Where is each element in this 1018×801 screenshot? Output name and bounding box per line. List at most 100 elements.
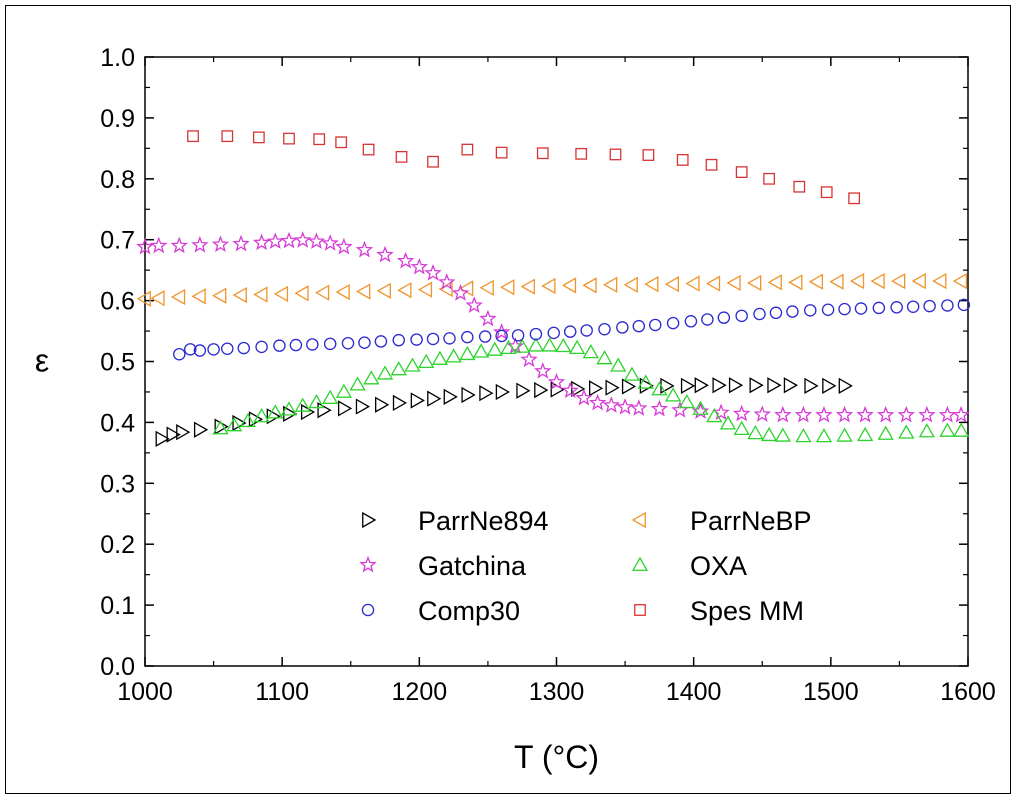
data-point bbox=[255, 235, 269, 248]
data-point bbox=[796, 429, 810, 441]
legend-marker bbox=[633, 513, 645, 527]
data-point bbox=[543, 279, 555, 293]
data-point bbox=[460, 281, 472, 295]
data-point bbox=[426, 266, 440, 279]
x-tick-label: 1500 bbox=[803, 678, 859, 706]
data-point bbox=[718, 312, 729, 323]
data-point bbox=[556, 339, 570, 351]
data-point bbox=[610, 149, 621, 160]
data-point bbox=[363, 144, 374, 155]
data-point bbox=[462, 388, 474, 402]
data-point bbox=[536, 364, 550, 377]
data-point bbox=[447, 350, 461, 362]
data-point bbox=[357, 284, 369, 298]
data-point bbox=[254, 132, 265, 143]
data-point bbox=[769, 275, 781, 289]
data-point bbox=[581, 325, 592, 336]
x-tick-label: 1000 bbox=[117, 678, 173, 706]
data-point bbox=[873, 302, 884, 313]
data-point bbox=[750, 378, 762, 392]
data-point bbox=[152, 291, 164, 305]
data-point bbox=[323, 236, 337, 249]
legend-entry: Spes MM bbox=[635, 596, 804, 626]
data-point bbox=[290, 339, 301, 350]
data-point bbox=[138, 292, 150, 306]
data-point bbox=[234, 288, 246, 302]
data-point bbox=[188, 131, 199, 142]
y-tick-label: 0.4 bbox=[100, 409, 135, 437]
data-point bbox=[584, 345, 598, 357]
data-point bbox=[838, 429, 852, 441]
data-point bbox=[680, 395, 694, 407]
data-point bbox=[770, 307, 781, 318]
data-point bbox=[565, 326, 576, 337]
data-point bbox=[858, 408, 872, 421]
data-point bbox=[296, 233, 310, 246]
data-point bbox=[790, 275, 802, 289]
data-point bbox=[768, 378, 780, 392]
legend-marker bbox=[633, 558, 647, 570]
data-point bbox=[222, 131, 233, 142]
legend-marker bbox=[635, 605, 646, 616]
data-point bbox=[195, 423, 207, 437]
x-tick-label: 1100 bbox=[255, 678, 309, 706]
data-point bbox=[314, 134, 325, 145]
data-point bbox=[787, 306, 798, 317]
legend: ParrNe894 ParrNeBP Gatchina OXA Comp30 Spes M… bbox=[361, 506, 812, 626]
legend-label: Comp30 bbox=[418, 596, 520, 626]
data-point bbox=[755, 407, 769, 420]
data-point bbox=[611, 359, 625, 371]
data-point bbox=[590, 381, 602, 395]
data-point bbox=[467, 298, 481, 311]
data-point bbox=[735, 407, 749, 420]
data-point bbox=[378, 248, 392, 261]
data-point bbox=[356, 400, 368, 414]
data-point bbox=[576, 149, 587, 160]
data-point bbox=[577, 391, 591, 404]
y-tick-label: 0.5 bbox=[100, 349, 135, 377]
plot-area bbox=[145, 57, 968, 666]
data-point bbox=[496, 385, 508, 399]
data-point bbox=[213, 289, 225, 303]
data-point bbox=[913, 274, 925, 288]
data-point bbox=[342, 338, 353, 349]
data-point bbox=[208, 344, 219, 355]
data-point bbox=[428, 156, 439, 167]
data-point bbox=[685, 316, 696, 327]
data-point bbox=[942, 300, 953, 311]
data-markers bbox=[138, 131, 969, 446]
data-point bbox=[728, 276, 740, 290]
data-point bbox=[924, 300, 935, 311]
y-tick-label: 0.7 bbox=[100, 227, 135, 255]
data-point bbox=[412, 260, 426, 273]
data-point bbox=[337, 240, 351, 253]
data-point bbox=[316, 286, 328, 300]
data-point bbox=[427, 333, 438, 344]
series-spes-mm bbox=[188, 131, 860, 204]
legend-entry: ParrNe894 bbox=[363, 506, 549, 536]
data-point bbox=[805, 379, 817, 393]
data-point bbox=[591, 396, 605, 409]
data-point bbox=[563, 278, 575, 292]
data-point bbox=[652, 383, 666, 395]
data-point bbox=[318, 403, 330, 417]
data-point bbox=[879, 408, 893, 421]
data-point bbox=[522, 352, 536, 365]
data-point bbox=[721, 417, 735, 429]
y-tick-label: 1.0 bbox=[100, 44, 135, 72]
data-point bbox=[805, 305, 816, 316]
data-point bbox=[495, 325, 509, 338]
data-point bbox=[323, 391, 337, 403]
data-point bbox=[892, 274, 904, 288]
data-point bbox=[736, 167, 747, 178]
data-point bbox=[433, 352, 447, 364]
data-point bbox=[954, 424, 968, 436]
data-point bbox=[623, 379, 635, 393]
data-point bbox=[707, 277, 719, 291]
data-point bbox=[899, 408, 913, 421]
data-point bbox=[695, 378, 707, 392]
data-point bbox=[666, 389, 680, 401]
data-point bbox=[838, 408, 852, 421]
data-point bbox=[673, 403, 687, 416]
